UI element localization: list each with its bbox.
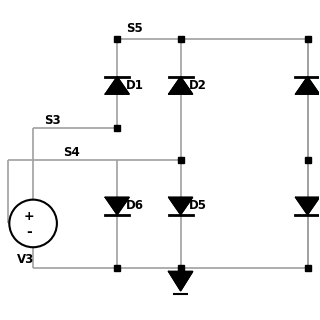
Polygon shape [169, 197, 193, 215]
Text: +: + [23, 210, 34, 223]
Polygon shape [169, 77, 193, 94]
Text: D6: D6 [126, 199, 144, 212]
Text: V3: V3 [17, 253, 35, 267]
Text: D2: D2 [189, 79, 207, 92]
Polygon shape [169, 271, 193, 291]
Polygon shape [105, 197, 129, 215]
Text: S5: S5 [126, 22, 143, 35]
Text: S4: S4 [63, 146, 80, 159]
Text: D1: D1 [126, 79, 144, 92]
Polygon shape [295, 77, 320, 94]
Text: D5: D5 [189, 199, 207, 212]
Polygon shape [295, 197, 320, 215]
Text: -: - [26, 225, 32, 239]
Text: S3: S3 [44, 114, 60, 127]
Polygon shape [105, 77, 129, 94]
